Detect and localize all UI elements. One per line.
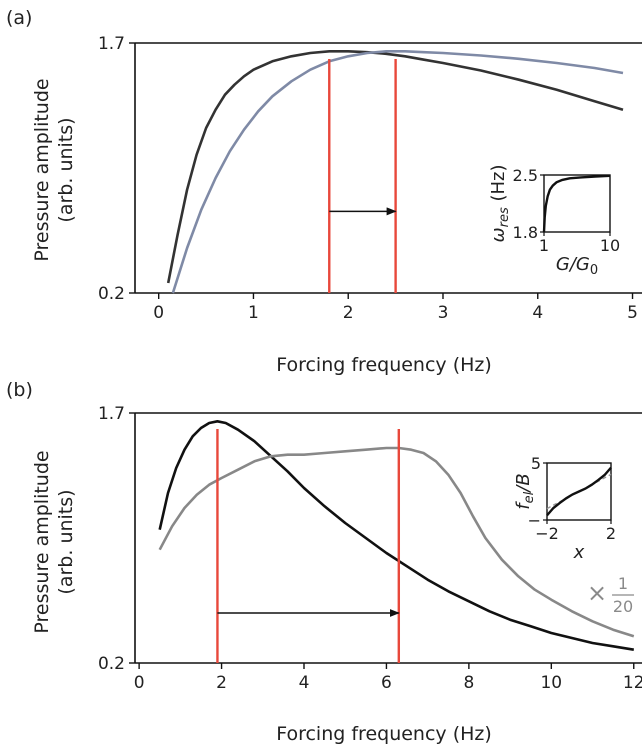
x-tick-label: 4 xyxy=(299,673,310,693)
inset-plot: −2 2 − 5 x fel/B xyxy=(513,454,616,563)
y-tick-label: 0.2 xyxy=(98,284,125,304)
inset-x-tick-label: 2 xyxy=(606,524,616,543)
x-tick-label: 2 xyxy=(216,673,227,693)
x-tick-label: 4 xyxy=(532,303,543,323)
y-axis-label-line1: Pressure amplitude xyxy=(31,450,53,633)
y-axis-label-line1: Pressure amplitude xyxy=(31,78,53,261)
series-line-1 xyxy=(166,49,624,284)
inset-y-label: fel/B xyxy=(513,473,537,509)
x-tick-label: 1 xyxy=(248,303,259,323)
inset-x-tick-label: 1 xyxy=(539,236,549,255)
x-tick-label: 8 xyxy=(463,673,474,693)
inset-y-tick-label: 5 xyxy=(531,454,541,473)
inset-series-line xyxy=(542,174,611,233)
inset-y-tick-label: 2.5 xyxy=(513,166,538,185)
x-tick-label: 3 xyxy=(438,303,449,323)
y-tick-label: 1.7 xyxy=(98,34,125,54)
scale-note-symbol: × xyxy=(587,579,607,607)
inset-series-line xyxy=(546,466,612,517)
y-tick-label: 0.2 xyxy=(98,654,125,674)
y-tick-label: 1.7 xyxy=(98,404,125,424)
x-tick-label: 6 xyxy=(381,673,392,693)
inset-x-tick-label: 10 xyxy=(600,236,620,255)
x-tick-label: 0 xyxy=(153,303,164,323)
inset-y-tick-label: 1.8 xyxy=(513,223,538,242)
series-line-2 xyxy=(171,49,624,294)
x-axis-label: Forcing frequency (Hz) xyxy=(276,723,492,745)
panel-b: (b) Pressure amplitude (arb. units) Forc… xyxy=(6,379,642,745)
x-axis-label: Forcing frequency (Hz) xyxy=(276,354,492,376)
plot-area: 0 2 4 6 8 10 120.21.7 xyxy=(98,404,642,693)
x-tick-label: 10 xyxy=(540,673,562,693)
series-line-1 xyxy=(158,419,635,651)
inset-x-tick-label: −2 xyxy=(535,524,559,543)
y-axis-label-line2: (arb. units) xyxy=(55,489,77,594)
plot-area: 0 1 2 3 4 5 0.2 1.7 xyxy=(98,34,642,323)
scale-note-denominator: 20 xyxy=(613,597,633,616)
inset-y-label: ωres (Hz) xyxy=(488,165,512,243)
x-tick-label: 0 xyxy=(134,673,145,693)
inset-x-label: x xyxy=(573,542,585,563)
y-axis-label-line2: (arb. units) xyxy=(55,117,77,222)
panel-a: (a) Pressure amplitude (arb. units) Forc… xyxy=(6,7,642,376)
panel-label: (b) xyxy=(6,379,33,401)
inset-plot: 1 10 1.8 2.5 G/G0 ωres (Hz) xyxy=(488,165,620,278)
scale-note-numerator: 1 xyxy=(618,574,628,593)
panel-label: (a) xyxy=(6,7,32,29)
inset-x-label: G/G0 xyxy=(556,254,598,278)
scale-note: × 1 20 xyxy=(587,574,635,616)
inset-y-tick-label: − xyxy=(528,511,541,530)
x-tick-label: 5 xyxy=(627,303,638,323)
x-tick-label: 12 xyxy=(623,673,642,693)
x-tick-label: 2 xyxy=(343,303,354,323)
